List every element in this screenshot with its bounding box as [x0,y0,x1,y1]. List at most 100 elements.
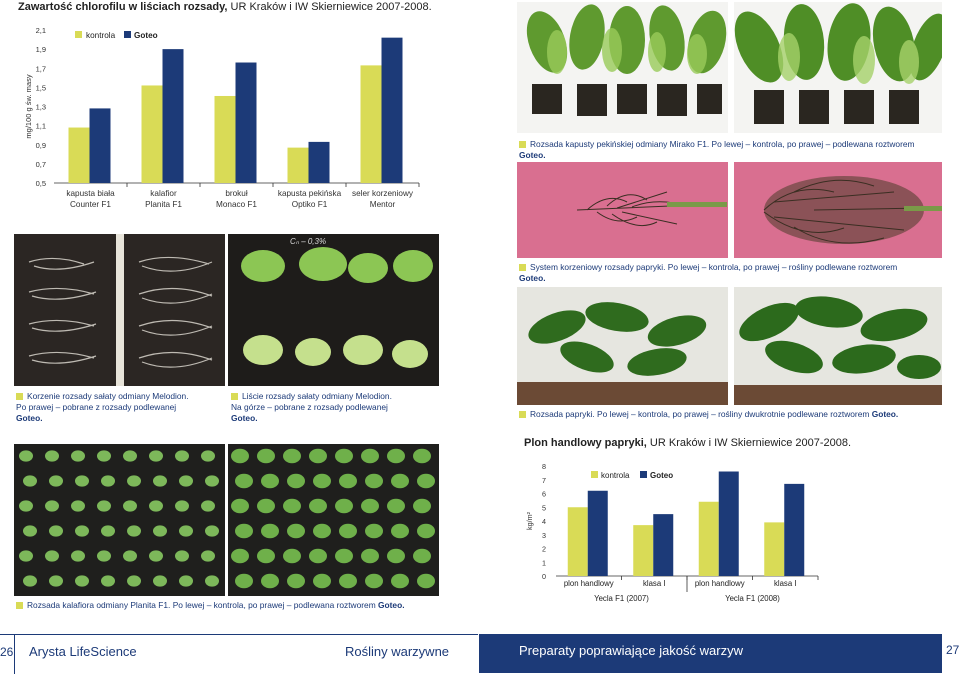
seedling [309,498,327,514]
x-tick-label: brokuł [225,189,247,198]
seedling [283,548,301,564]
seedling [287,473,305,489]
seedling [205,475,219,487]
seedling [335,548,353,564]
bar-kontrola [141,85,163,183]
pepper-yield-chart: 8 7 6 5 4 3 2 1 0 kg/m² plon handlowy klasa I plon h… [525,462,819,603]
seedling [127,525,141,537]
seedling [19,500,33,512]
x-tick-label: Monaco F1 [216,200,257,209]
seedling [339,573,357,589]
seedling [23,475,37,487]
seedling [179,575,193,587]
seedling [149,450,163,462]
seedling [201,550,215,562]
page-number-left: 26 [0,645,14,659]
bar-goteo [718,471,739,576]
seedling [123,450,137,462]
bar-goteo [235,62,257,184]
seedling [257,448,275,464]
photo-lettuce-leaves: Cₙ – 0,3% [228,234,439,386]
y-tick-label: 1,3 [36,103,46,112]
bar-kontrola [287,147,309,183]
seedling [261,473,279,489]
photo-label: Cₙ – 0,3% [290,237,326,246]
seedling [49,475,63,487]
caption-marker [231,393,238,401]
chart2-title: Plon handlowy papryki, UR Kraków i IW Sk… [524,437,852,449]
seedling [45,450,59,462]
y-tick-label: 6 [542,490,546,499]
y-tick-label: 1,7 [36,64,46,73]
caption-cauliflower: Rozsada kalafiora odmiany Planita F1. Po… [16,600,446,611]
y-tick-label: 4 [542,517,546,526]
seedling [335,448,353,464]
seedling [175,550,189,562]
seedling [149,550,163,562]
bar-goteo [308,141,330,183]
seedling [127,575,141,587]
seedling [261,523,279,539]
seedling [339,473,357,489]
y-tick-label: 0,5 [36,179,46,188]
seedling [309,548,327,564]
seedling [391,523,409,539]
footer-left: 26 Arysta LifeScience Rośliny warzywne [0,634,478,674]
caption-marker [519,141,526,149]
caption-marker [519,411,526,419]
seedling [201,500,215,512]
bar-kontrola [633,525,654,576]
seedling [365,523,383,539]
section-left: Rośliny warzywne [345,644,450,659]
seedling [123,550,137,562]
seedling [365,573,383,589]
y-tick-label: 3 [542,531,546,540]
bar-goteo [162,49,184,183]
caption-cabbage: Rozsada kapusty pekińskiej odmiany Mirak… [519,139,915,160]
x-tick-label: klasa I [774,579,797,588]
x-tick-label: plon handlowy [564,579,614,588]
seedling [235,473,253,489]
seedling [45,500,59,512]
y-tick-label: 5 [542,503,546,512]
seedling [49,575,63,587]
y-tick-label: 2 [542,545,546,554]
x-tick-label: plon handlowy [695,579,745,588]
seedling [71,500,85,512]
seedling [257,548,275,564]
seedling [179,475,193,487]
seedling [287,523,305,539]
seedling [387,548,405,564]
bar-kontrola [68,127,90,183]
seedling [123,500,137,512]
seedling [97,500,111,512]
seedling [361,548,379,564]
section-right: Preparaty poprawiające jakość warzyw [519,643,743,658]
brand-name: Arysta LifeScience [29,644,137,659]
y-axis-label: mg/100 g św. masy [24,74,33,138]
seedling [205,525,219,537]
caption-marker [16,393,23,401]
seedling [309,448,327,464]
y-tick-label: 1,5 [36,83,46,92]
seedling [19,450,33,462]
seedling [19,550,33,562]
seedling [257,498,275,514]
bar-goteo [89,108,111,183]
seedling [231,548,249,564]
bar-kontrola [214,95,236,183]
photo-cauliflower-goteo [228,444,439,596]
seedling [153,475,167,487]
chlorophyll-chart: 2,1 1,9 1,7 1,5 1,3 1,1 0,9 0,7 0,5 mg/100 g św. … [24,26,420,209]
seedling [71,550,85,562]
seedling [101,525,115,537]
seedling [339,523,357,539]
seedling [175,500,189,512]
seedling [101,475,115,487]
seedling [235,573,253,589]
legend-swatch-kontrola [75,31,82,38]
legend-label-goteo: Goteo [650,471,673,480]
caption-pepper-plants: Rozsada papryki. Po lewej – kontrola, po… [519,409,949,420]
seedling [49,525,63,537]
caption-lettuce-leaves: Liście rozsady sałaty odmiany Melodion. N… [231,391,392,423]
